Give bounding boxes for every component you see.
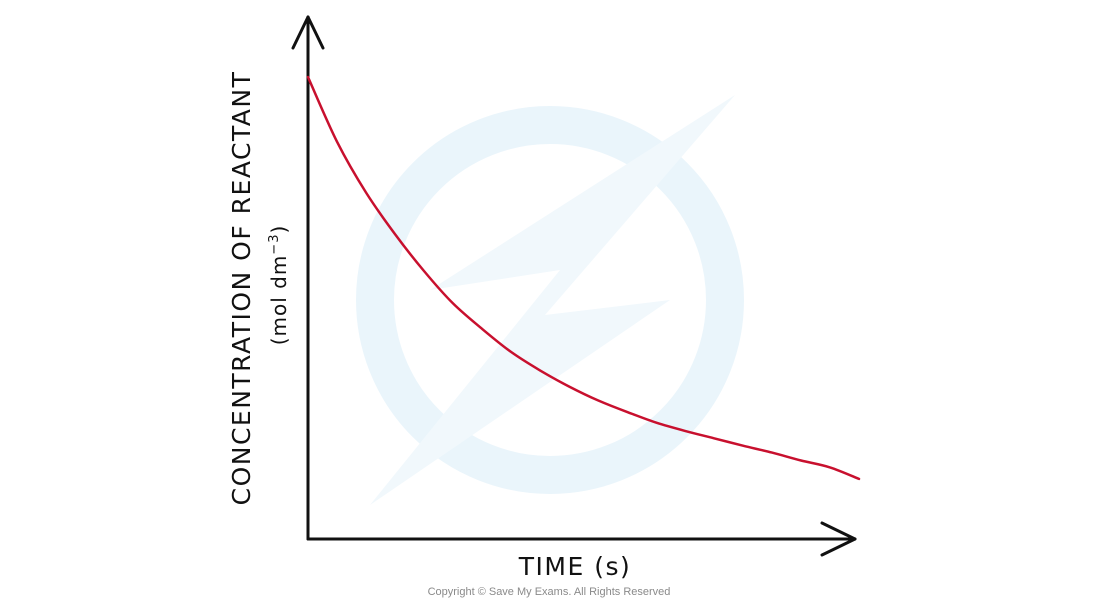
series-line-0: [306, 75, 861, 481]
x-axis-arrow: [820, 521, 857, 557]
y-units-exponent: −3: [267, 234, 282, 255]
y-axis-arrow: [291, 15, 325, 50]
y-units-base: (mol dm: [267, 255, 291, 346]
series-layer: [306, 75, 861, 481]
x-axis-title: TIME (s): [518, 552, 632, 581]
y-axis-units: (mol dm−3): [267, 225, 291, 346]
watermark-logo: [356, 95, 744, 505]
axes: [291, 15, 857, 557]
copyright-notice: Copyright © Save My Exams. All Rights Re…: [428, 586, 671, 598]
y-units-close: ): [267, 225, 291, 234]
y-axis-title: CONCENTRATION OF REACTANT: [227, 71, 256, 506]
